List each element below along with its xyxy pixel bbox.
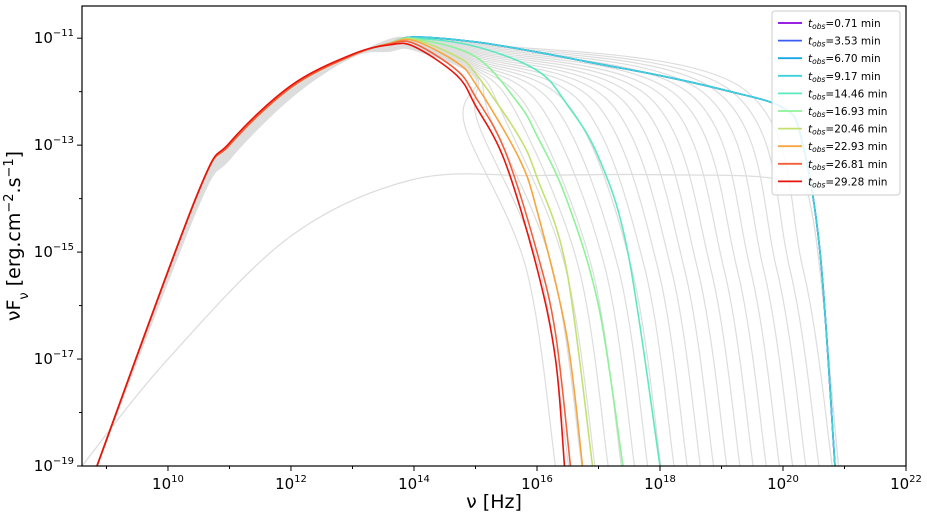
legend-label: tobs=6.70 min — [808, 53, 881, 66]
y-tick-label: 10−11 — [34, 28, 74, 47]
background-curve — [96, 41, 728, 466]
background-curve — [96, 44, 649, 466]
y-tick-label: 10−17 — [34, 349, 74, 368]
series-line-10 — [96, 42, 566, 466]
plot-frame — [81, 5, 907, 467]
legend-label: tobs=3.53 min — [808, 36, 881, 49]
x-axis-title: ν [Hz] — [466, 491, 522, 513]
background-curve — [96, 42, 702, 466]
background-curve — [96, 40, 741, 466]
x-tick-label: 1018 — [644, 474, 676, 493]
legend-label: tobs=16.93 min — [808, 106, 887, 119]
background-curve — [96, 36, 833, 466]
legend-label: tobs=20.46 min — [808, 124, 887, 137]
legend-label: tobs=9.17 min — [808, 71, 881, 84]
background-curve — [96, 47, 557, 466]
background-curve — [96, 41, 715, 466]
background-curves — [82, 36, 840, 466]
legend-label: tobs=14.46 min — [808, 88, 887, 101]
broad-background-curve — [82, 173, 840, 466]
legend-box — [771, 10, 901, 196]
y-axis-title: νFν [erg.cm−2.s−1] — [2, 151, 32, 321]
background-curve — [96, 38, 794, 466]
background-curve — [96, 39, 781, 466]
axis-ticks: 1010 1012 1014 1016 1018 1020 1022 10−11 10−13 10… — [34, 28, 922, 493]
legend-label: tobs=0.71 min — [808, 18, 881, 31]
legend-label: tobs=22.93 min — [808, 141, 887, 154]
x-tick-label: 1016 — [521, 474, 553, 493]
x-tick-label: 1012 — [275, 474, 307, 493]
x-tick-label: 1010 — [152, 474, 184, 493]
x-tick-label: 1022 — [890, 474, 922, 493]
x-tick-label: 1020 — [767, 474, 799, 493]
series-line-9 — [96, 40, 572, 466]
background-curve — [96, 37, 820, 466]
y-tick-label: 10−19 — [34, 456, 74, 475]
legend: tobs=0.71 min tobs=3.53 min tobs=6.70 min t… — [771, 10, 901, 196]
series-line-8 — [96, 38, 584, 466]
background-curve — [96, 46, 596, 466]
background-curve — [96, 42, 688, 466]
legend-label: tobs=26.81 min — [808, 159, 887, 172]
legend-label: tobs=29.28 min — [808, 176, 887, 189]
background-curve — [96, 47, 570, 466]
y-tick-label: 10−15 — [34, 242, 74, 261]
x-tick-label: 1014 — [398, 474, 430, 493]
y-tick-label: 10−13 — [34, 135, 74, 154]
background-curve — [96, 46, 583, 466]
